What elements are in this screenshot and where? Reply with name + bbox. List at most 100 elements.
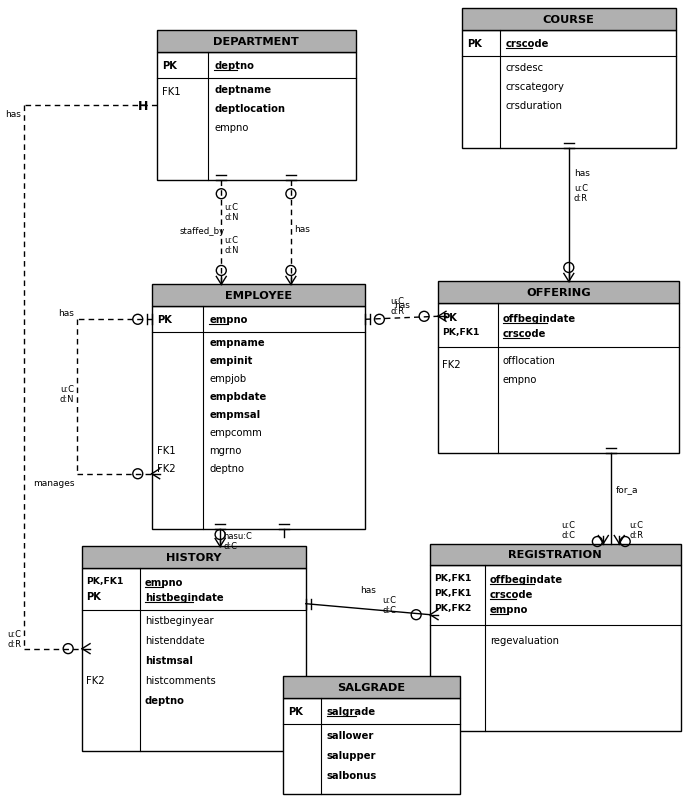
Text: d:R: d:R [629,530,643,539]
Text: regevaluation: regevaluation [490,635,559,646]
Text: crscategory: crscategory [506,82,564,92]
Bar [82,547,306,569]
Text: COURSE: COURSE [543,15,595,26]
Text: u:C: u:C [562,520,575,529]
Bar [438,304,679,453]
Text: u:C: u:C [224,235,238,245]
Text: REGISTRATION: REGISTRATION [509,550,602,560]
Text: PK,FK1: PK,FK1 [434,589,471,597]
Text: has: has [58,309,74,318]
Text: empno: empno [145,577,183,588]
Text: u:C: u:C [629,520,643,529]
Text: hasu:C: hasu:C [223,531,252,540]
Text: offbegindate: offbegindate [490,575,563,585]
Text: histmsal: histmsal [145,655,193,666]
Text: has: has [574,168,590,177]
Text: crsdesc: crsdesc [506,63,544,73]
Text: empno: empno [503,375,537,385]
Text: crscode: crscode [490,589,533,600]
Text: d:R: d:R [574,193,588,202]
Text: histenddate: histenddate [145,635,204,646]
Text: PK,FK1: PK,FK1 [434,573,471,583]
Bar [157,31,355,53]
Text: PK: PK [467,39,482,49]
Text: deptlocation: deptlocation [215,104,286,114]
Text: deptname: deptname [215,85,271,95]
Text: has: has [6,110,21,119]
Text: salbonus: salbonus [326,770,377,780]
Text: FK1: FK1 [161,87,180,97]
Text: d:C: d:C [382,605,396,614]
Bar [462,31,676,148]
Text: empmsal: empmsal [209,410,261,419]
Text: empjob: empjob [209,374,246,383]
Text: H: H [137,99,148,112]
Text: DEPARTMENT: DEPARTMENT [213,37,299,47]
Text: EMPLOYEE: EMPLOYEE [225,291,292,301]
Text: deptno: deptno [209,464,244,473]
Text: crsduration: crsduration [506,101,562,111]
Text: d:N: d:N [224,245,239,254]
Text: PK: PK [442,313,457,323]
Text: histbegindate: histbegindate [145,593,224,602]
Text: u:C: u:C [391,297,404,306]
Bar [82,569,306,751]
Text: OFFERING: OFFERING [526,288,591,298]
Text: empno: empno [209,315,248,325]
Bar [283,698,460,794]
Text: PK,FK2: PK,FK2 [434,604,471,613]
Text: deptno: deptno [145,695,185,705]
Bar [462,10,676,31]
Text: PK,FK1: PK,FK1 [442,328,480,337]
Text: offlocation: offlocation [503,356,555,366]
Text: d:C: d:C [223,541,237,550]
Bar [283,676,460,698]
Bar [157,53,355,180]
Text: staffed_by: staffed_by [179,226,225,235]
Text: mgrno: mgrno [209,445,242,456]
Text: d:N: d:N [59,395,74,403]
Text: empno: empno [490,605,528,614]
Text: u:C: u:C [224,202,238,212]
Text: FK2: FK2 [157,464,175,473]
Text: empinit: empinit [209,356,253,366]
Text: PK: PK [161,61,177,71]
Text: histcomments: histcomments [145,675,215,685]
Text: empcomm: empcomm [209,427,262,437]
Bar [430,544,680,565]
Text: PK,FK1: PK,FK1 [86,577,124,585]
Text: empno: empno [215,123,248,133]
Text: sallower: sallower [326,730,374,740]
Text: has: has [360,585,376,594]
Text: FK2: FK2 [86,675,105,685]
Text: u:C: u:C [60,385,74,394]
Text: FK2: FK2 [442,359,461,370]
Bar [430,565,680,731]
Text: has: has [294,225,310,234]
Text: u:C: u:C [574,184,588,192]
Text: empbdate: empbdate [209,391,266,402]
Bar [152,307,366,529]
Text: u:C: u:C [8,629,21,638]
Text: crscode: crscode [503,329,546,338]
Text: SALGRADE: SALGRADE [337,683,406,692]
Bar [438,282,679,304]
Text: FK1: FK1 [157,445,175,456]
Text: for_a: for_a [616,484,639,493]
Text: d:N: d:N [224,213,239,221]
Text: deptno: deptno [215,61,254,71]
Text: u:C: u:C [382,595,396,604]
Text: HISTORY: HISTORY [166,553,221,563]
Text: empname: empname [209,338,265,348]
Text: PK: PK [157,315,172,325]
Text: salgrade: salgrade [326,706,376,716]
Text: crscode: crscode [506,39,549,49]
Text: manages: manages [32,478,74,487]
Text: d:R: d:R [8,639,21,648]
Text: salupper: salupper [326,750,376,759]
Text: PK: PK [288,706,303,716]
Text: has: has [394,301,410,310]
Text: histbeginyear: histbeginyear [145,615,213,626]
Text: PK: PK [86,592,101,602]
Bar [152,285,366,307]
